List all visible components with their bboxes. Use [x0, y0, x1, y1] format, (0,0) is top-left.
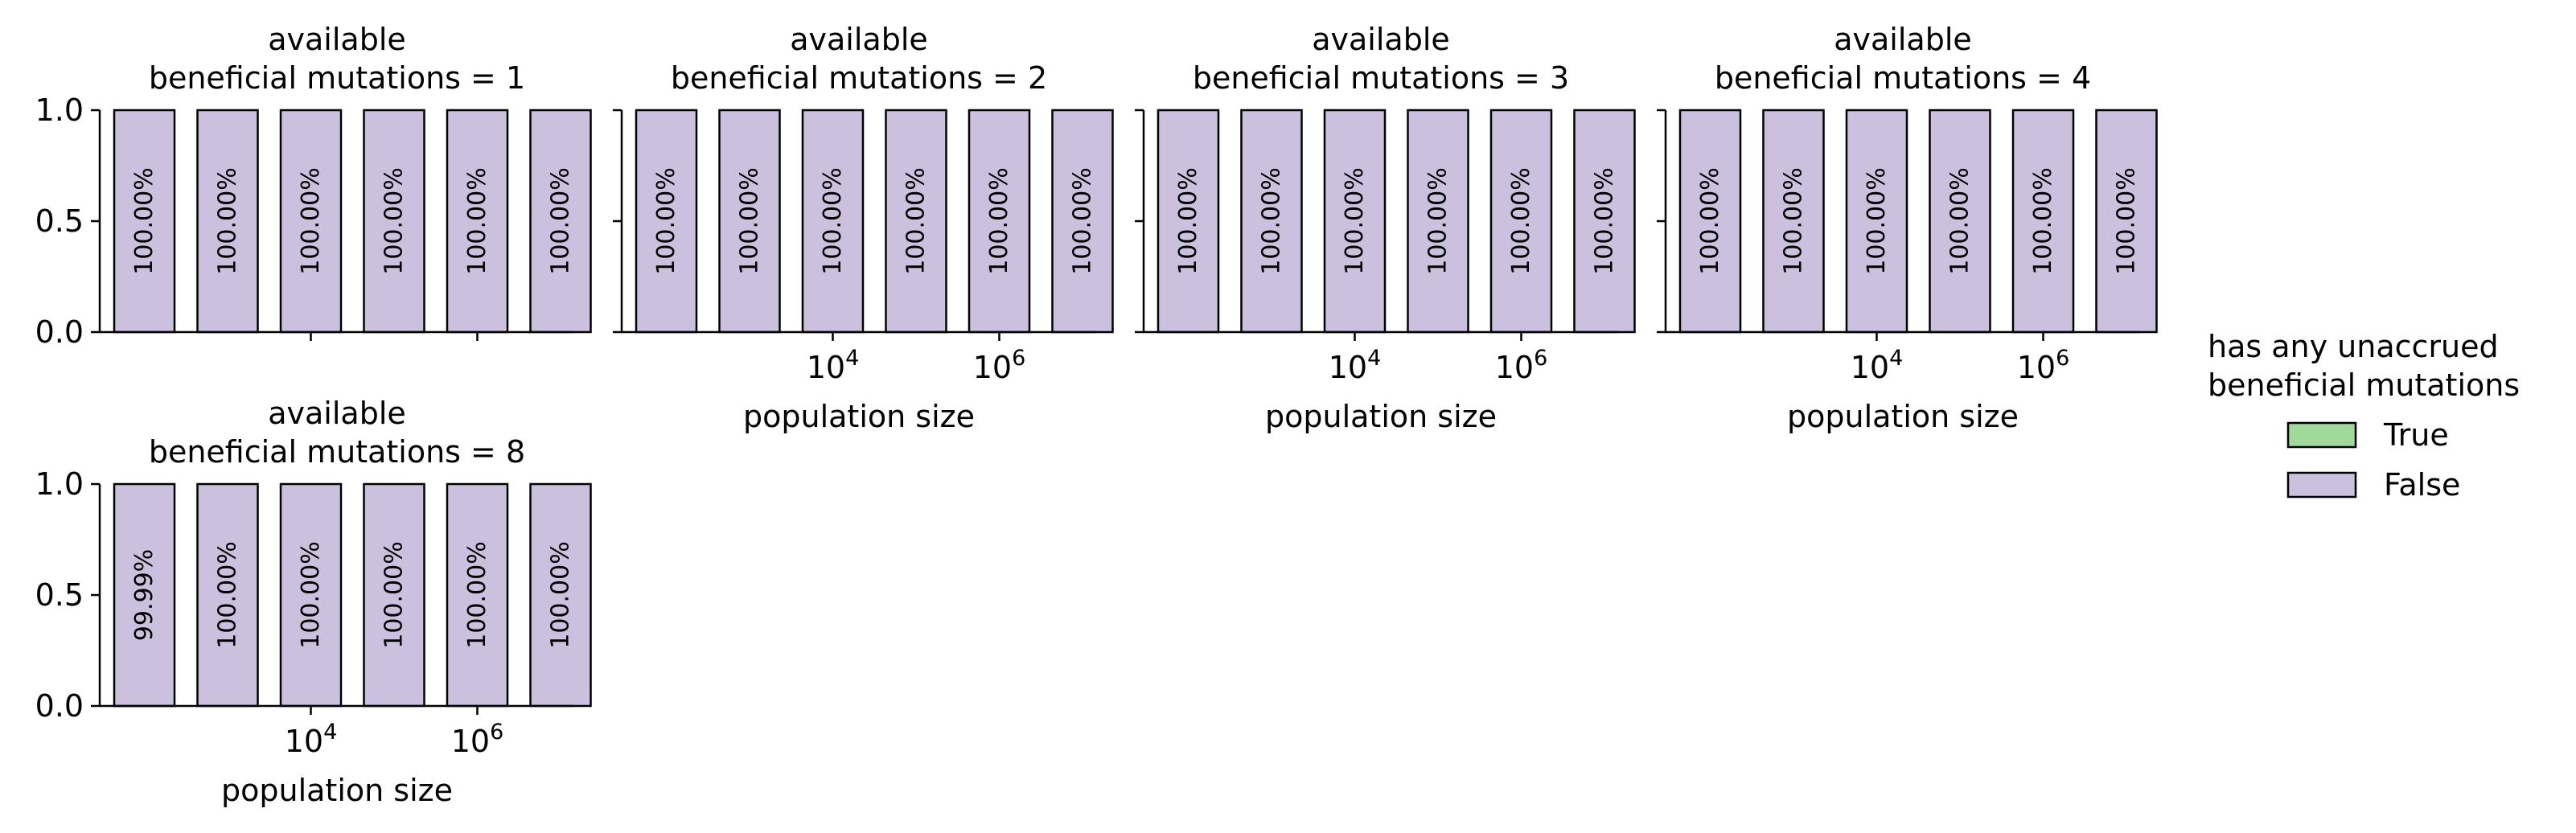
bar-false	[1051, 109, 1114, 334]
y-tick-label: 0.0	[35, 688, 84, 724]
bar-false	[635, 109, 698, 334]
bar-label: 99.99%	[130, 549, 158, 641]
bar-false	[1929, 109, 1991, 334]
subplot-title-line: available	[1834, 22, 1972, 57]
bar-false	[968, 109, 1031, 334]
legend-title-line: has any unaccrued	[2208, 329, 2499, 364]
legend-swatch-false	[2286, 471, 2357, 499]
subplot-title-line: beneficial mutations = 1	[149, 60, 525, 96]
y-tick-label: 1.0	[35, 92, 84, 128]
bar-false	[885, 109, 947, 334]
bar-label: 100.00%	[1507, 167, 1535, 274]
bar-false	[1407, 109, 1469, 334]
x-tick-label: 106	[2017, 346, 2070, 385]
bar-label: 100.00%	[547, 541, 575, 648]
subplot-title-line: beneficial mutations = 3	[1193, 60, 1569, 96]
bar-label: 100.00%	[1424, 167, 1452, 274]
x-tick-label: 104	[807, 346, 860, 385]
x-tick-label: 106	[1495, 346, 1548, 385]
bar-label: 100.00%	[2029, 167, 2057, 274]
x-tick-label: 104	[285, 720, 338, 759]
x-axis-label: population size	[221, 773, 453, 808]
x-axis-label: population size	[1787, 399, 2019, 434]
subplot-title-line: beneficial mutations = 8	[149, 434, 525, 470]
legend-label-true: True	[2383, 417, 2449, 453]
bar-label: 100.00%	[1696, 167, 1724, 274]
bar-label: 100.00%	[214, 167, 242, 274]
bar-false	[196, 109, 259, 334]
legend-label-false: False	[2384, 467, 2460, 503]
bar-label: 100.00%	[1258, 167, 1286, 274]
bar-label: 100.00%	[985, 167, 1013, 274]
bar-false	[529, 109, 592, 334]
bar-label: 100.00%	[1341, 167, 1369, 274]
bar-label: 100.00%	[1591, 167, 1619, 274]
bar-false	[2011, 109, 2075, 334]
subplot-title-line: available	[268, 396, 406, 431]
bar-false	[529, 482, 592, 708]
legend-title-line: beneficial mutations	[2208, 367, 2520, 403]
y-tick-label: 0.5	[35, 203, 84, 239]
subplot-title-line: available	[790, 22, 928, 57]
bar-label: 100.00%	[547, 167, 575, 274]
bar-false	[718, 109, 781, 334]
y-tick-label: 0.0	[35, 314, 84, 350]
subplot-title-line: beneficial mutations = 4	[1715, 60, 2091, 96]
bar-false	[363, 482, 425, 708]
bar-label: 100.00%	[130, 167, 158, 274]
x-tick-label: 106	[973, 346, 1026, 385]
bar-false	[279, 109, 343, 334]
bar-label: 100.00%	[463, 541, 491, 648]
bar-label: 100.00%	[652, 167, 680, 274]
subplot-title-line: available	[268, 22, 406, 57]
bar-false	[113, 109, 176, 334]
subplot-title-line: beneficial mutations = 2	[671, 60, 1047, 96]
bar-label: 100.00%	[1069, 167, 1097, 274]
bar-label: 100.00%	[1780, 167, 1808, 274]
bar-false	[1762, 109, 1825, 334]
bar-label: 100.00%	[380, 541, 409, 648]
y-tick-label: 0.5	[35, 577, 84, 613]
bar-label: 100.00%	[463, 167, 491, 274]
bar-label: 100.00%	[1946, 167, 1974, 274]
bar-false	[363, 109, 425, 334]
bar-label: 100.00%	[380, 167, 409, 274]
bar-label: 100.00%	[736, 167, 764, 274]
legend-swatch-true	[2286, 421, 2357, 449]
x-tick-label: 106	[451, 720, 504, 759]
x-axis-label: population size	[743, 399, 975, 434]
bar-false	[446, 482, 509, 708]
bar-label: 100.00%	[297, 541, 325, 648]
bar-false	[1323, 109, 1387, 334]
x-axis-label: population size	[1265, 399, 1497, 434]
bar-label: 100.00%	[902, 167, 931, 274]
bar-label: 100.00%	[819, 167, 847, 274]
x-tick-label: 104	[1851, 346, 1904, 385]
bar-label: 100.00%	[2113, 167, 2141, 274]
subplot-title-line: available	[1312, 22, 1450, 57]
bar-label: 100.00%	[297, 167, 325, 274]
y-tick-label: 1.0	[35, 466, 84, 502]
bar-label: 100.00%	[1174, 167, 1202, 274]
x-tick-label: 104	[1329, 346, 1382, 385]
bar-false	[2095, 109, 2158, 334]
bar-label: 100.00%	[1863, 167, 1891, 274]
bar-false	[279, 482, 343, 708]
bar-label: 100.00%	[214, 541, 242, 648]
